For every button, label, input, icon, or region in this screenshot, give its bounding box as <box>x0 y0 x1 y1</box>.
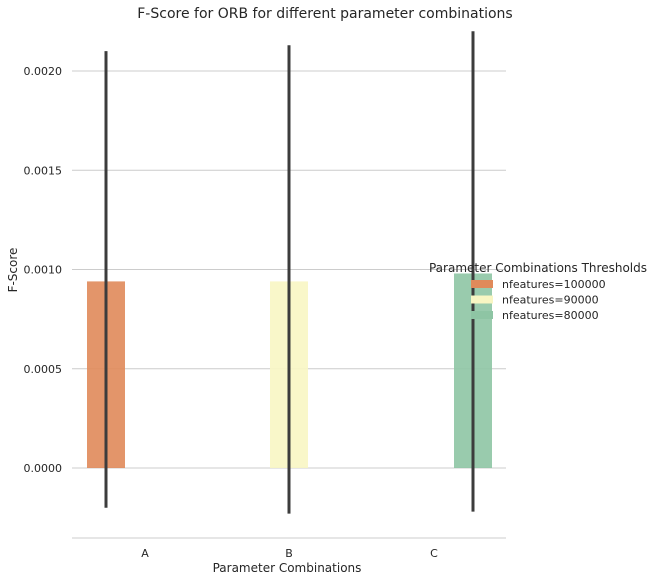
x-tick-label: A <box>141 547 149 560</box>
legend-swatch <box>471 311 493 319</box>
y-axis-label: F-Score <box>6 248 20 293</box>
x-axis-label: Parameter Combinations <box>213 561 362 575</box>
chart-title: F-Score for ORB for different parameter … <box>137 6 512 22</box>
legend-swatch <box>471 295 493 304</box>
x-ticks: A B C <box>141 547 438 560</box>
legend-title: Parameter Combinations Thresholds <box>429 261 647 275</box>
legend-swatch <box>471 280 493 288</box>
legend-entry: nfeatures=100000 <box>502 278 606 291</box>
y-tick-label: 0.0010 <box>24 264 63 277</box>
legend: Parameter Combinations Thresholds nfeatu… <box>429 261 647 322</box>
x-tick-label: B <box>285 547 293 560</box>
legend-entry: nfeatures=80000 <box>502 309 599 322</box>
y-tick-label: 0.0015 <box>24 164 63 177</box>
y-tick-label: 0.0005 <box>24 363 63 376</box>
y-tick-label: 0.0020 <box>24 65 63 78</box>
legend-entry: nfeatures=90000 <box>502 294 599 307</box>
y-tick-label: 0.0000 <box>24 462 63 475</box>
x-tick-label: C <box>430 547 438 560</box>
y-ticks: 0.0000 0.0005 0.0010 0.0015 0.0020 <box>24 65 63 475</box>
error-bars <box>104 31 475 514</box>
